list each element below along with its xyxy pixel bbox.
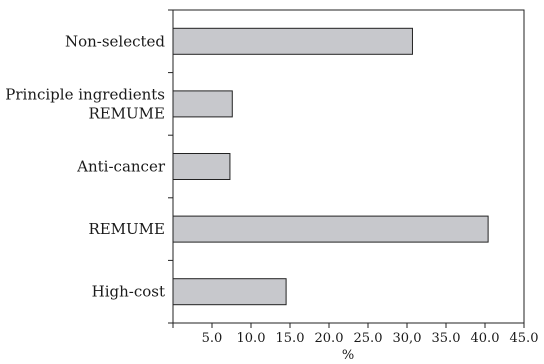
bars-group bbox=[172, 27, 489, 306]
x-tick-label: 45.0 bbox=[510, 331, 539, 346]
category-label-line: High-cost bbox=[92, 283, 165, 301]
y-axis-ticks bbox=[168, 9, 173, 324]
x-tick-label: 30,0 bbox=[393, 331, 422, 346]
bar bbox=[172, 153, 231, 180]
x-tick-label: 15.0 bbox=[276, 331, 305, 346]
category-label: REMUME bbox=[88, 220, 165, 238]
x-tick-label: 20.0 bbox=[315, 331, 344, 346]
x-axis-ticks: 5.0 10.0 15.0 20.0 25.0 30,0 35.0 40.0 45.0 bbox=[172, 323, 539, 346]
x-tick-label: 25.0 bbox=[354, 331, 383, 346]
category-label-line: Non-selected bbox=[65, 32, 165, 50]
category-label: Principle ingredients REMUME bbox=[5, 85, 165, 122]
category-label: Non-selected bbox=[65, 32, 165, 50]
bar bbox=[172, 90, 233, 118]
bar bbox=[172, 215, 489, 243]
category-label: High-cost bbox=[92, 283, 165, 301]
category-label-line: Anti-cancer bbox=[76, 158, 166, 176]
category-label-line: Principle ingredients bbox=[5, 85, 165, 103]
bar bbox=[172, 278, 287, 306]
x-axis-title: % bbox=[342, 348, 354, 363]
x-tick-label: 35.0 bbox=[432, 331, 461, 346]
bar bbox=[172, 27, 413, 55]
category-label: Anti-cancer bbox=[76, 158, 166, 176]
x-tick-label: 40.0 bbox=[471, 331, 500, 346]
category-label-line: REMUME bbox=[88, 104, 165, 122]
category-label-line: REMUME bbox=[88, 220, 165, 238]
x-tick-label: 10.0 bbox=[237, 331, 266, 346]
x-tick-label: 5.0 bbox=[202, 331, 223, 346]
